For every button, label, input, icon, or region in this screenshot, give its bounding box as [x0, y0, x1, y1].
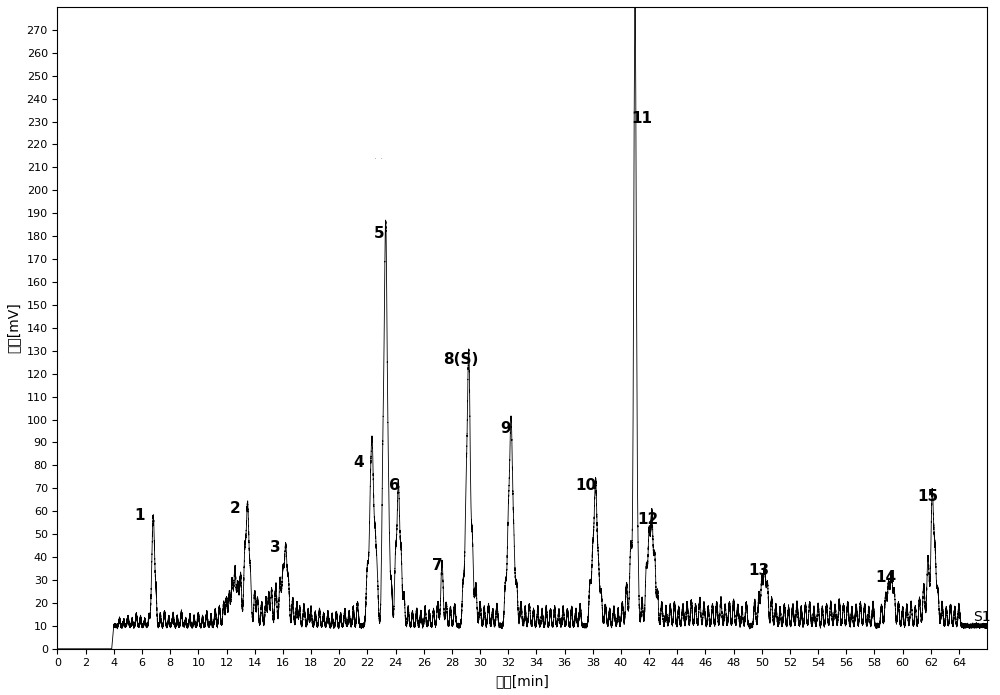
- Text: 8(S): 8(S): [443, 352, 478, 367]
- Text: 1: 1: [134, 508, 144, 523]
- Text: 9: 9: [500, 420, 511, 436]
- Text: . .: . .: [374, 151, 383, 161]
- Text: 7: 7: [432, 558, 443, 573]
- Text: 14: 14: [875, 570, 896, 584]
- Text: 13: 13: [748, 563, 770, 578]
- Text: 3: 3: [270, 540, 281, 555]
- Text: 5: 5: [373, 226, 384, 240]
- Text: 2: 2: [230, 501, 240, 516]
- Text: 6: 6: [389, 478, 400, 493]
- Y-axis label: 信号[mV]: 信号[mV]: [7, 302, 21, 353]
- Text: 15: 15: [917, 489, 939, 505]
- Text: S1: S1: [973, 610, 991, 623]
- Text: 10: 10: [575, 478, 596, 493]
- X-axis label: 时间[min]: 时间[min]: [495, 674, 549, 688]
- Text: 12: 12: [637, 512, 658, 528]
- Text: 11: 11: [632, 111, 653, 126]
- Text: 4: 4: [354, 455, 364, 470]
